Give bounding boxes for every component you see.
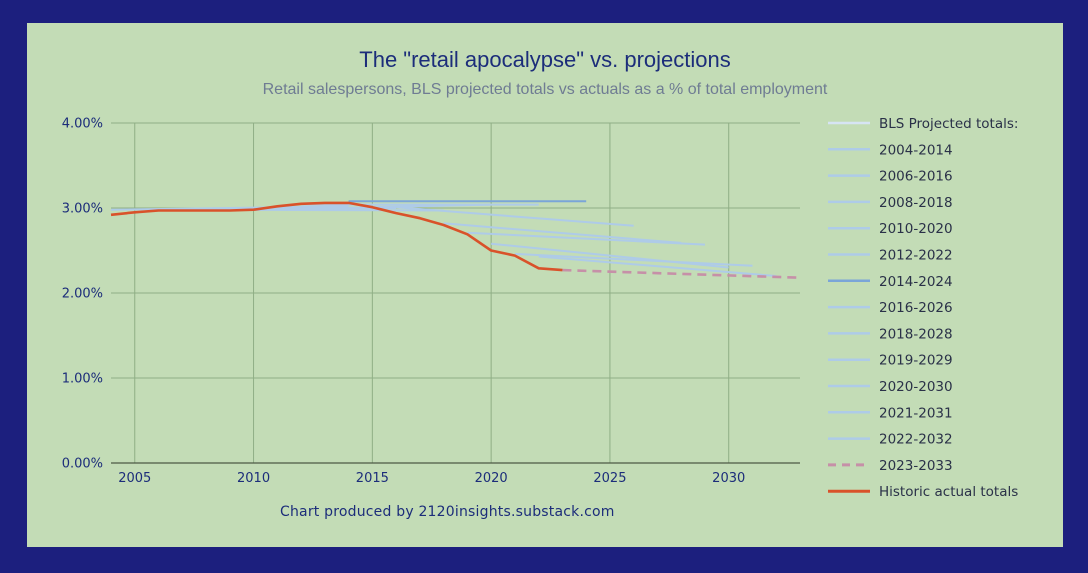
y-tick-label: 3.00% bbox=[62, 202, 103, 217]
gridlines bbox=[111, 122, 800, 463]
series-lines bbox=[110, 200, 801, 279]
legend-label: 2021-2031 bbox=[879, 405, 953, 421]
y-tick-label: 2.00% bbox=[62, 287, 103, 302]
legend-label: 2023-2033 bbox=[879, 458, 953, 474]
series-line-2022-2032 bbox=[538, 255, 777, 277]
legend-header: BLS Projected totals: bbox=[879, 116, 1018, 132]
legend-label: 2019-2029 bbox=[879, 353, 953, 369]
legend-label: Historic actual totals bbox=[879, 484, 1018, 500]
chart-credit: Chart produced by 2120insights.substack.… bbox=[280, 504, 615, 520]
legend: BLS Projected totals: 2004-2014 2006-2016 2… bbox=[828, 116, 1018, 500]
series-line-2021-2031 bbox=[514, 252, 753, 267]
series-line-2019-2029 bbox=[467, 231, 706, 246]
legend-label: 2008-2018 bbox=[879, 195, 953, 211]
legend-label: 2012-2022 bbox=[879, 248, 953, 264]
x-tick-label: 2025 bbox=[593, 471, 626, 486]
x-tick-label: 2005 bbox=[118, 471, 151, 486]
x-tick-label: 2030 bbox=[712, 471, 745, 486]
x-tick-label: 2020 bbox=[475, 471, 508, 486]
series-line-2018-2028 bbox=[443, 222, 682, 244]
y-tick-label: 4.00% bbox=[62, 117, 103, 132]
legend-label: 2010-2020 bbox=[879, 221, 953, 237]
legend-label: 2014-2024 bbox=[879, 274, 953, 290]
legend-label: 2004-2014 bbox=[879, 142, 953, 158]
y-tick-label: 0.00% bbox=[62, 457, 103, 472]
x-tick-label: 2010 bbox=[237, 471, 270, 486]
axes: 0.00% 1.00% 2.00% 3.00% 4.00% 2005 2010 2015 202… bbox=[62, 117, 800, 486]
line-chart: 0.00% 1.00% 2.00% 3.00% 4.00% 2005 2010 2015 202… bbox=[62, 116, 1019, 500]
legend-label: 2016-2026 bbox=[879, 300, 953, 316]
legend-label: 2020-2030 bbox=[879, 379, 953, 395]
series-line-2016-2026 bbox=[396, 206, 634, 227]
chart-title: The "retail apocalypse" vs. projections bbox=[359, 47, 731, 72]
chart-panel: The "retail apocalypse" vs. projections … bbox=[27, 23, 1063, 547]
x-tick-label: 2015 bbox=[356, 471, 389, 486]
series-line-historic-actual-totals bbox=[110, 201, 563, 272]
series-line-2023-2033 bbox=[562, 268, 801, 279]
series-line-2004-2014 bbox=[110, 205, 349, 211]
legend-label: 2018-2028 bbox=[879, 326, 953, 342]
y-tick-label: 1.00% bbox=[62, 372, 103, 387]
chart-subtitle: Retail salespersons, BLS projected total… bbox=[262, 81, 828, 98]
legend-label: 2006-2016 bbox=[879, 169, 953, 185]
legend-label: 2022-2032 bbox=[879, 432, 953, 448]
